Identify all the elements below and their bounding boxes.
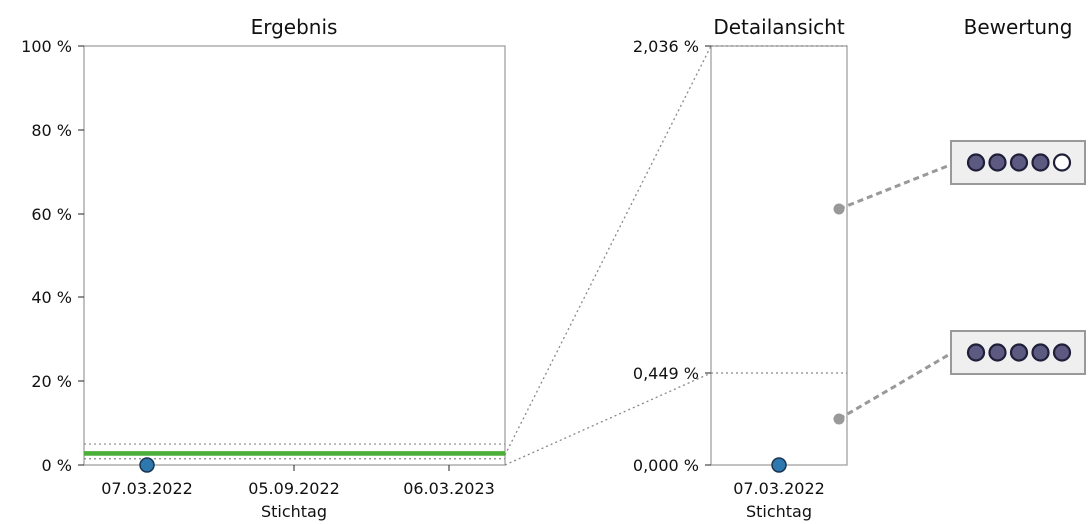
- main-x-ticks: [146, 465, 450, 471]
- main-x-axis-label: Stichtag: [261, 502, 327, 521]
- detail-x-axis-label: Stichtag: [746, 502, 812, 521]
- chart-title-ergebnis: Ergebnis: [251, 15, 338, 39]
- chart-title-detailansicht: Detailansicht: [713, 15, 844, 39]
- main-y-tick-label: 20 %: [31, 372, 72, 391]
- main-y-tick-label: 40 %: [31, 288, 72, 307]
- threshold-marker: [833, 413, 845, 425]
- main-y-tick-label: 100 %: [21, 37, 72, 56]
- detail-y-tick-label: 2,036 %: [633, 37, 699, 56]
- rating-circle-filled: [1031, 153, 1050, 172]
- main-x-tick-label: 06.03.2023: [403, 479, 495, 498]
- detail-y-tick-label: 0,449 %: [633, 364, 699, 383]
- rating-circle-filled: [988, 343, 1007, 362]
- main-data-point: [139, 457, 155, 473]
- rating-box-bottom: [950, 330, 1086, 375]
- detail-reference-lines: [711, 45, 847, 374]
- main-y-tick-label: 80 %: [31, 121, 72, 140]
- rating-circle-filled: [1009, 343, 1029, 362]
- rating-circle-filled: [966, 343, 986, 362]
- detail-plot-frame: [710, 45, 848, 466]
- rating-circle-filled: [966, 153, 986, 172]
- rating-circle-filled: [988, 153, 1007, 172]
- main-x-tick-label: 07.03.2022: [101, 479, 193, 498]
- detail-data-point: [771, 457, 787, 473]
- main-y-tick-label: 60 %: [31, 205, 72, 224]
- detail-x-tick-label: 07.03.2022: [733, 479, 825, 498]
- rating-circle-filled: [1009, 153, 1029, 172]
- threshold-marker: [833, 203, 845, 215]
- chart-title-bewertung: Bewertung: [964, 15, 1073, 39]
- threshold-leaders: [838, 163, 951, 421]
- main-x-tick-label: 05.09.2022: [248, 479, 340, 498]
- main-reference-lines: [84, 443, 505, 460]
- main-y-ticks: [78, 45, 84, 466]
- main-y-tick-label: 0 %: [42, 456, 72, 475]
- rating-box-top: [950, 140, 1086, 185]
- detail-y-tick-label: 0,000 %: [633, 456, 699, 475]
- rating-circle-filled: [1052, 343, 1072, 362]
- rating-circle-filled: [1031, 343, 1050, 362]
- detail-y-ticks: [705, 45, 711, 466]
- main-plot-frame: [83, 45, 506, 466]
- rating-circle-empty: [1052, 153, 1072, 172]
- zoom-connector-lines: [504, 45, 712, 466]
